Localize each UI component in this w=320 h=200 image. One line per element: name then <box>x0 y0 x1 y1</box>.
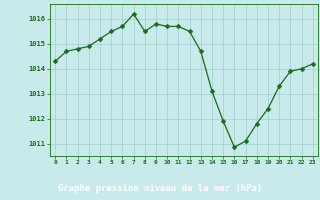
Text: Graphe pression niveau de la mer (hPa): Graphe pression niveau de la mer (hPa) <box>58 184 262 193</box>
